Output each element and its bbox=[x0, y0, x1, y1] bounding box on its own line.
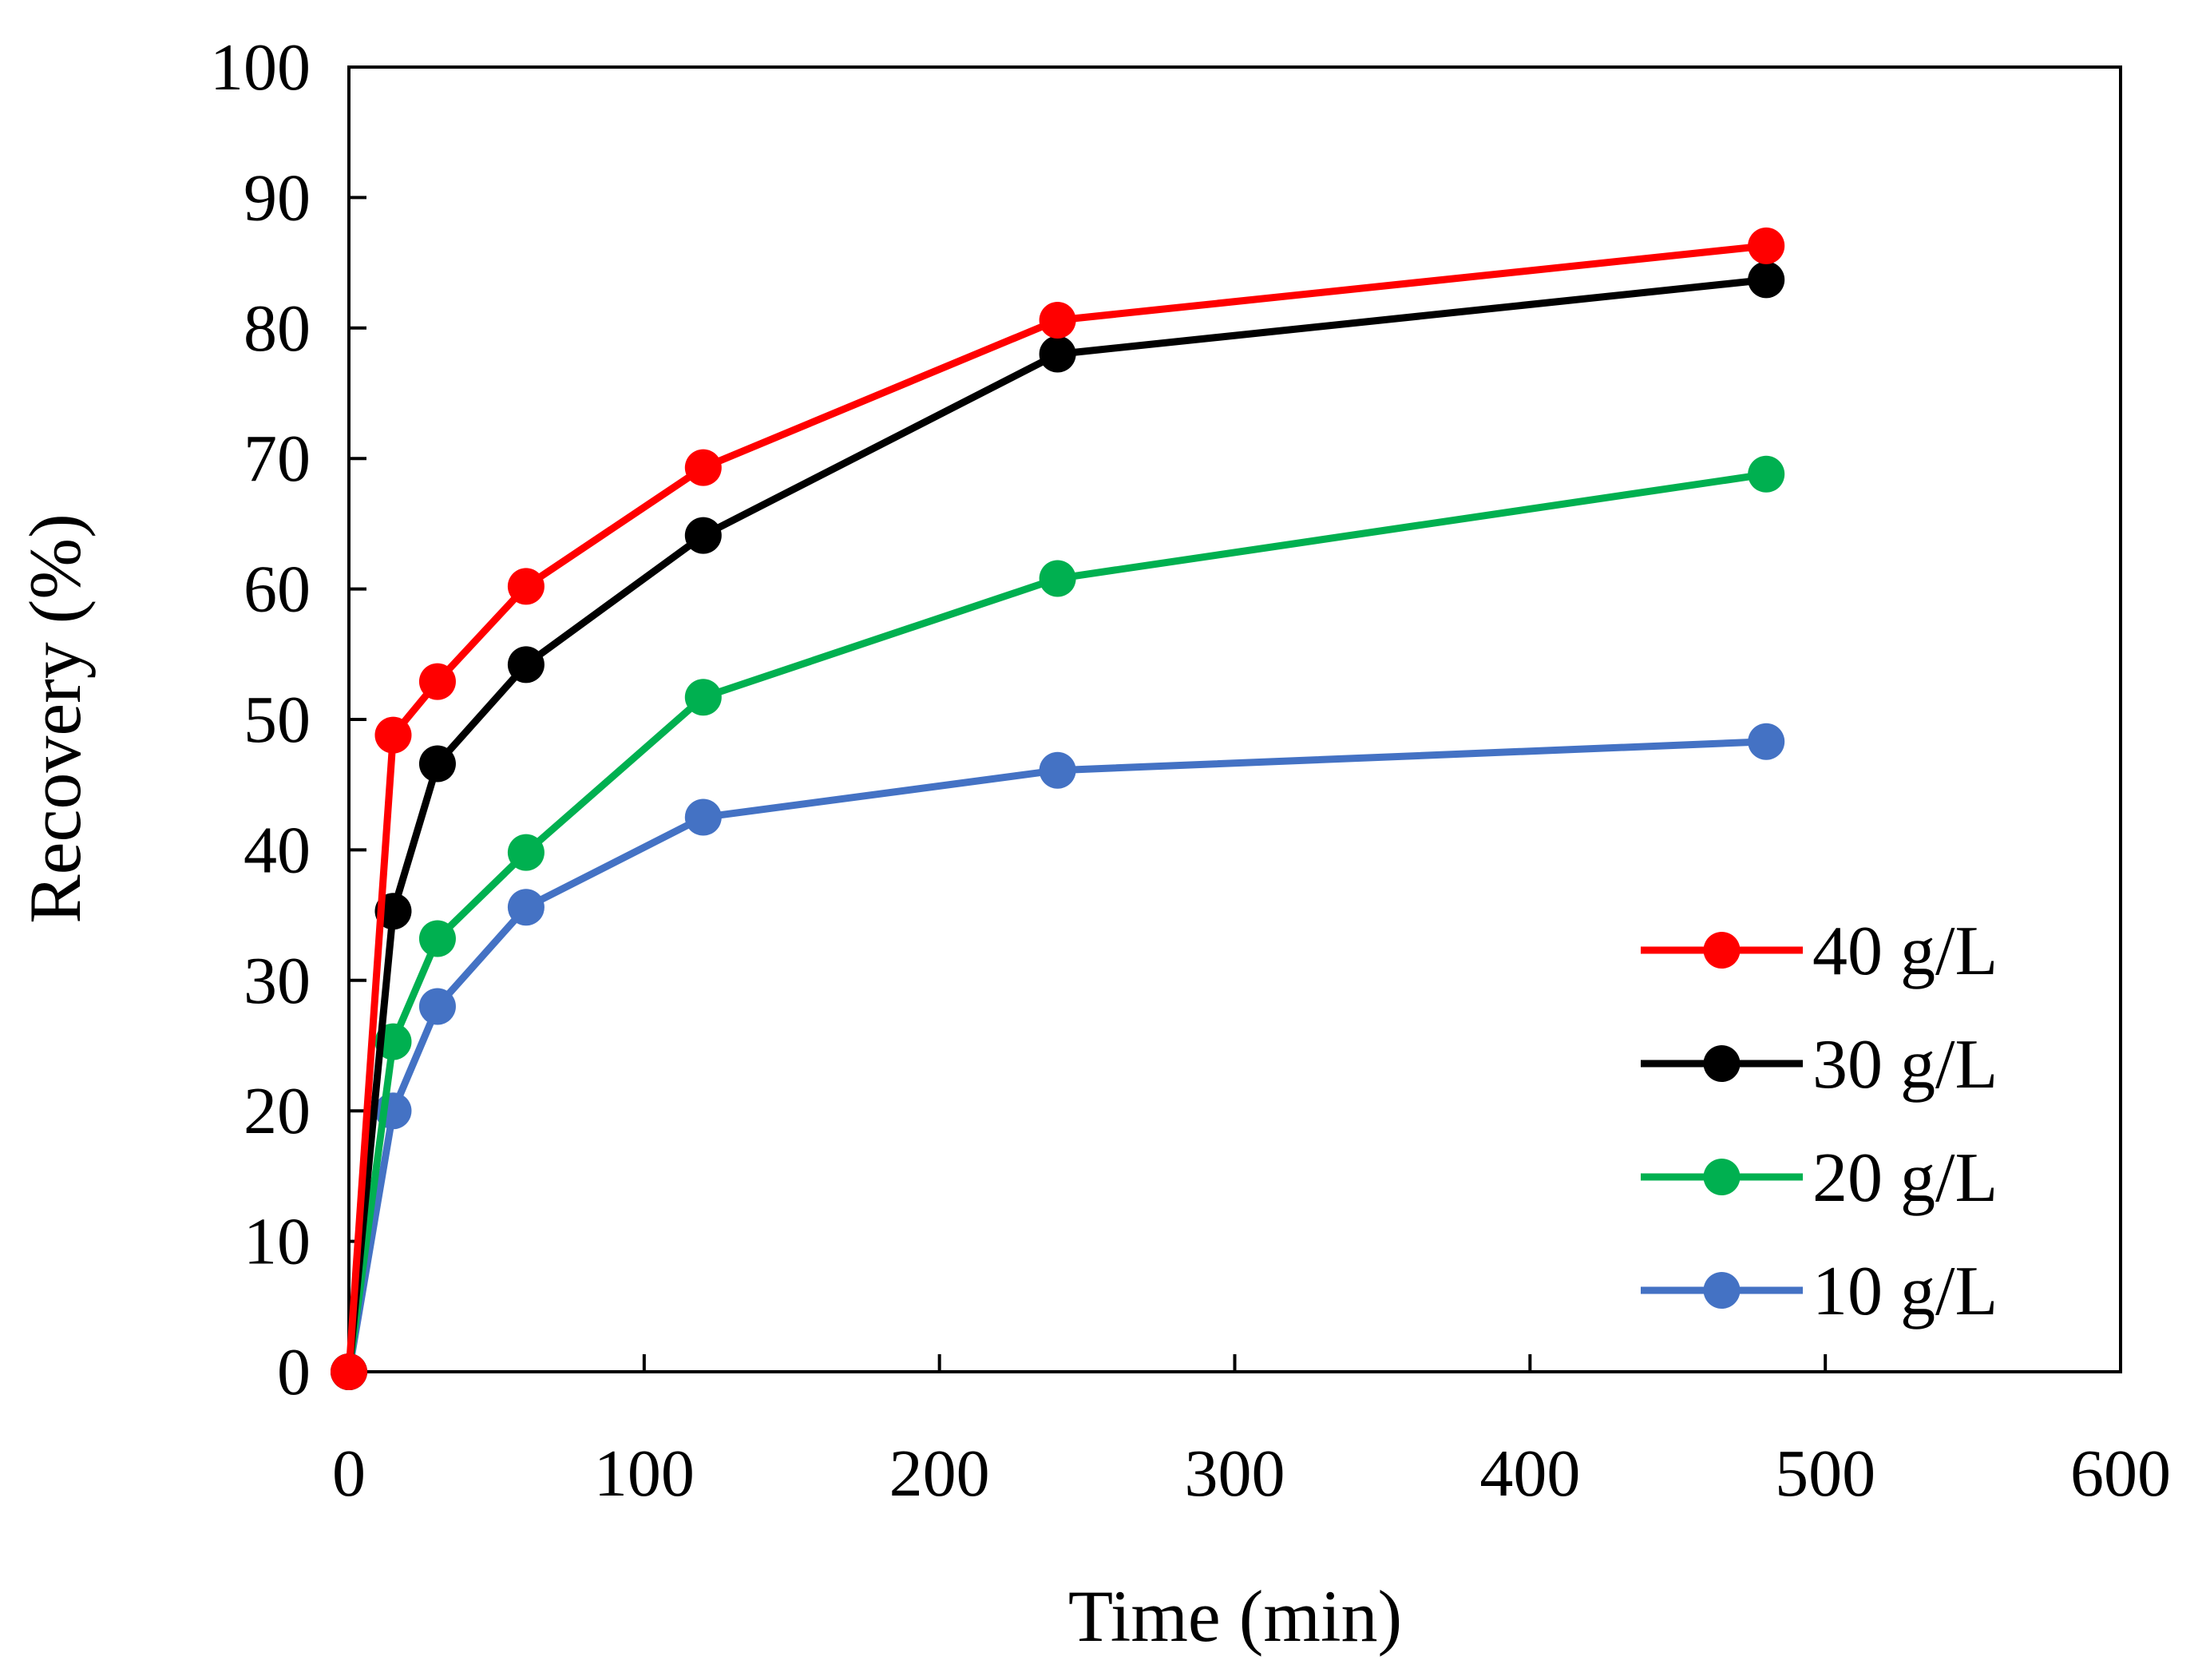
legend-marker bbox=[1703, 1045, 1741, 1082]
data-point bbox=[507, 889, 545, 926]
series-line bbox=[345, 242, 1767, 1373]
y-tick-label: 50 bbox=[244, 683, 311, 757]
y-tick-label: 80 bbox=[244, 291, 311, 366]
legend-marker bbox=[1703, 932, 1741, 969]
data-point bbox=[418, 745, 456, 783]
data-point bbox=[1748, 227, 1785, 264]
data-point bbox=[684, 449, 722, 486]
data-point bbox=[418, 663, 456, 700]
axes: 0 10 20 30 40 50 60 70 80 90 100 0 100 200 300 400 500 60… bbox=[210, 30, 2171, 1511]
data-point bbox=[1039, 751, 1076, 789]
legend-marker bbox=[1703, 1272, 1741, 1309]
data-point bbox=[507, 834, 545, 871]
x-tick-label: 0 bbox=[332, 1436, 366, 1511]
series-20-g-l bbox=[331, 455, 1785, 1390]
legend-label: 30 g/L bbox=[1812, 1026, 1998, 1103]
data-point bbox=[684, 679, 722, 716]
y-tick-label: 60 bbox=[244, 553, 311, 627]
data-point bbox=[1039, 301, 1076, 339]
data-point bbox=[684, 798, 722, 836]
y-tick-label: 40 bbox=[244, 813, 311, 887]
legend-label: 10 g/L bbox=[1812, 1253, 1998, 1330]
y-tick-label: 0 bbox=[277, 1335, 311, 1409]
data-point bbox=[1039, 560, 1076, 597]
data-point bbox=[1039, 335, 1076, 373]
legend-label: 20 g/L bbox=[1812, 1139, 1998, 1217]
y-tick-label: 20 bbox=[244, 1074, 311, 1148]
legend-item: 20 g/L bbox=[1641, 1139, 1998, 1217]
x-tick-label: 300 bbox=[1185, 1436, 1285, 1511]
legend-item: 30 g/L bbox=[1641, 1026, 1998, 1103]
series-10-g-l bbox=[331, 723, 1785, 1390]
y-axis-title: Recovery (%) bbox=[14, 513, 96, 923]
x-axis-title: Time (min) bbox=[1068, 1575, 1402, 1657]
series-line bbox=[345, 470, 1767, 1373]
x-tick-label: 200 bbox=[889, 1436, 990, 1511]
series-line bbox=[345, 738, 1767, 1373]
legend: 40 g/L 30 g/L 20 g/L 10 g/L bbox=[1641, 913, 1998, 1330]
x-tick-label: 400 bbox=[1479, 1436, 1580, 1511]
data-point bbox=[1748, 261, 1785, 299]
series-layer bbox=[331, 227, 1785, 1390]
y-tick-label: 90 bbox=[244, 160, 311, 235]
data-point bbox=[507, 646, 545, 683]
data-point bbox=[331, 1353, 367, 1390]
x-tick-label: 600 bbox=[2070, 1436, 2171, 1511]
data-point bbox=[374, 716, 412, 754]
y-tick-label: 70 bbox=[244, 422, 311, 496]
data-point bbox=[1748, 455, 1785, 493]
legend-item: 10 g/L bbox=[1641, 1253, 1998, 1330]
data-point bbox=[684, 517, 722, 554]
legend-marker bbox=[1703, 1159, 1741, 1195]
y-tick-label: 100 bbox=[210, 30, 311, 105]
y-tick-label: 10 bbox=[244, 1205, 311, 1279]
series-30-g-l bbox=[331, 261, 1785, 1390]
x-tick-label: 100 bbox=[594, 1436, 695, 1511]
data-point bbox=[418, 988, 456, 1025]
legend-item: 40 g/L bbox=[1641, 913, 1998, 990]
x-tick-label: 500 bbox=[1775, 1436, 1875, 1511]
series-40-g-l bbox=[331, 227, 1785, 1390]
data-point bbox=[507, 568, 545, 605]
legend-label: 40 g/L bbox=[1812, 913, 1998, 990]
y-tick-label: 30 bbox=[244, 944, 311, 1018]
data-point bbox=[418, 920, 456, 957]
data-point bbox=[1748, 723, 1785, 760]
